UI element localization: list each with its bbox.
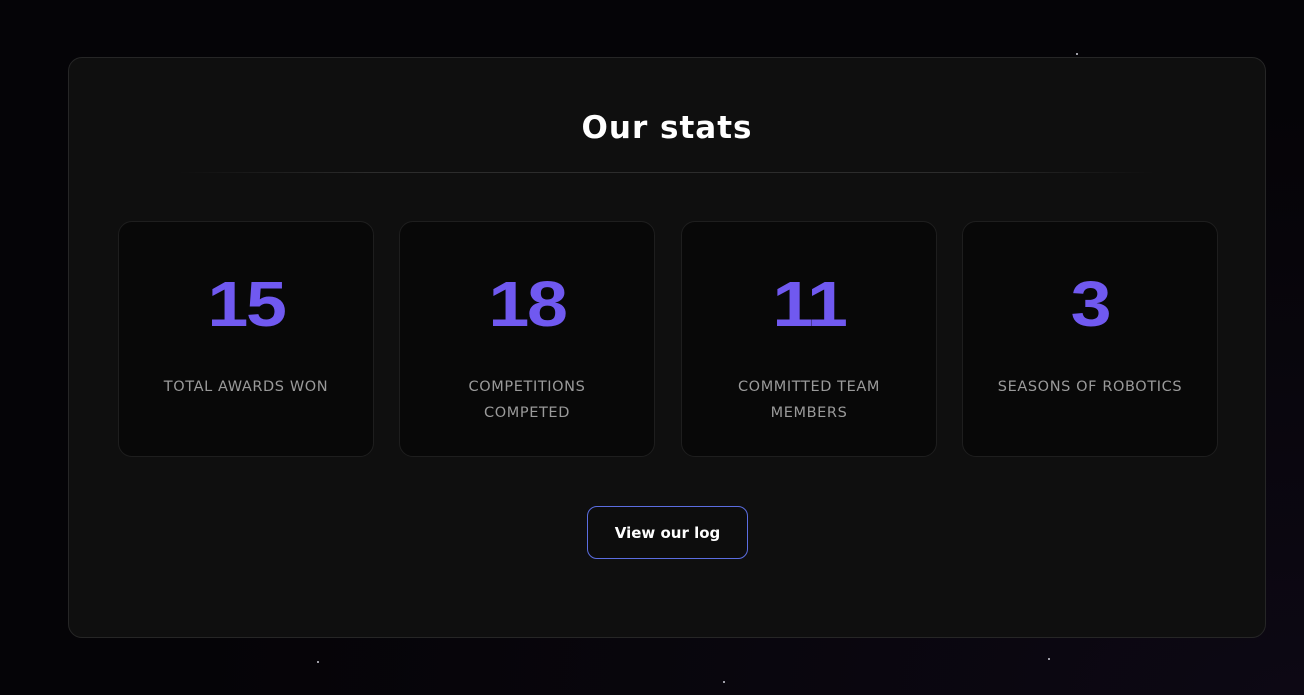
stat-label: COMMITTED TEAM MEMBERS <box>737 379 881 421</box>
stat-label: TOTAL AWARDS WON <box>163 379 329 395</box>
stat-value: 15 <box>207 268 287 340</box>
star-decoration <box>317 661 319 663</box>
stat-value: 11 <box>772 268 848 340</box>
stat-value: 18 <box>488 268 568 340</box>
stats-panel: Our stats 15 TOTAL AWARDS WON 18 COMPETI… <box>68 57 1266 638</box>
star-decoration <box>723 681 725 683</box>
stats-title: Our stats <box>581 110 753 146</box>
stat-card-seasons: 3 SEASONS OF ROBOTICS <box>962 221 1218 457</box>
title-divider <box>179 172 1155 173</box>
star-decoration <box>1076 53 1078 55</box>
view-log-button[interactable]: View our log <box>587 506 748 559</box>
stat-card-awards: 15 TOTAL AWARDS WON <box>118 221 374 457</box>
stat-card-members: 11 COMMITTED TEAM MEMBERS <box>681 221 937 457</box>
stat-value: 3 <box>1070 268 1112 340</box>
stat-label: SEASONS OF ROBOTICS <box>997 379 1183 395</box>
stat-card-competitions: 18 COMPETITIONS COMPETED <box>399 221 655 457</box>
star-decoration <box>1048 658 1050 660</box>
stat-label: COMPETITIONS COMPETED <box>468 379 586 421</box>
